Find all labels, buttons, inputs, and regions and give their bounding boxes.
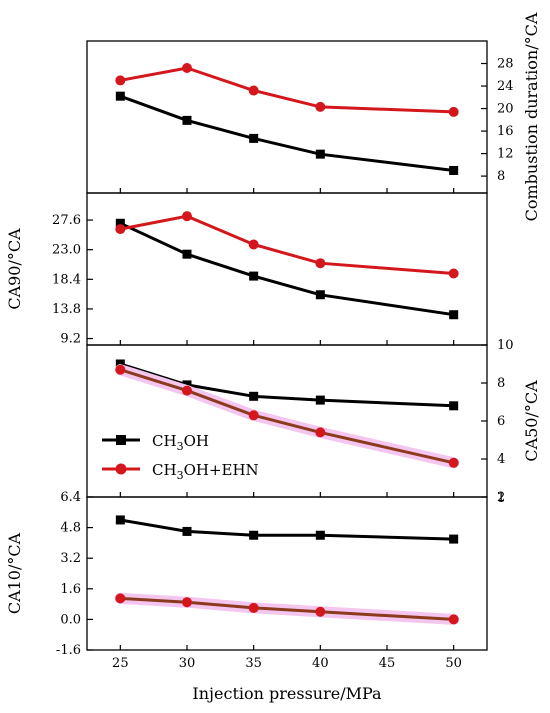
x-tick-label: 25 [112,656,129,671]
x-tick-label: 40 [312,656,329,671]
y-axis-title: CA50/°CA [522,380,541,462]
data-point [448,268,459,279]
data-point [115,224,126,235]
y-axis-title: Combustion duration/°CA [522,12,541,221]
y-axis-title: CA10/°CA [5,532,24,614]
panel-4: -1.6 0.0 1.6 3.2 4.8 6.4 1 CA10/°CA [5,490,505,658]
x-axis-title: Injection pressure/MPa [192,684,382,703]
data-point [315,530,325,540]
data-point [315,606,326,617]
right-tick-label: 1 [497,491,505,506]
legend-marker-ch3oh [116,435,126,445]
y-tick-label: 3.2 [60,551,81,566]
series-ch3oh-ehn [114,592,460,625]
y-tick-label: 12 [497,147,514,162]
data-point [182,63,192,74]
y-tick-label: 4.8 [60,521,81,536]
y-tick-label: 27.6 [52,213,81,228]
legend-label-ehn: CH3OH+EHN [152,461,259,482]
data-point [449,310,459,320]
panel-frame [86,496,488,651]
data-point [449,534,459,544]
series-ch3oh-ehn [115,211,459,279]
y-tick-label: 18.4 [52,272,81,287]
panel-2: 9.2 13.8 18.4 23.0 27.6 CA90/°CA [5,192,488,347]
y-tick-label: 23.0 [52,243,81,258]
legend-label-ch3oh: CH3OH [152,432,209,453]
data-point [249,133,259,143]
data-point [449,401,459,411]
data-point [115,364,126,375]
x-tick-label: 50 [445,656,462,671]
data-point [249,530,259,540]
y-tick-label: 28 [497,57,514,72]
data-point [115,218,125,228]
y-tick-label: 6.4 [60,490,81,505]
series-line [119,94,454,172]
data-point [182,115,192,125]
data-point [115,91,125,101]
y-tick-label: 0.0 [60,612,81,627]
series-ch3oh-ehn [114,364,460,469]
data-point [182,597,192,608]
data-point [249,391,259,401]
panel-frame [86,40,488,194]
x-tick-label: 30 [179,656,196,671]
y-tick-label: 10 [497,338,514,353]
data-point [315,427,326,438]
data-point [248,239,259,250]
data-point [115,515,125,525]
y-tick-label: 8 [497,169,505,184]
x-tick-label: 45 [379,656,396,671]
data-point [182,249,192,259]
data-point [315,101,326,112]
data-point [449,165,459,175]
data-point [248,410,259,421]
legend: CH3OH CH3OH+EHN [102,432,259,482]
series-ch3oh [115,515,459,544]
y-tick-label: 4 [497,452,505,467]
panel-1: 8 12 16 20 24 28 Combustion duration/°CA [86,12,541,221]
data-point [115,593,126,604]
data-point [315,258,326,269]
data-point [315,290,325,300]
data-point [182,211,192,222]
data-point [315,395,325,405]
data-point [448,614,459,625]
y-tick-label: -1.6 [56,643,81,658]
data-point [182,526,192,536]
y-axis-title: CA90/°CA [5,228,24,310]
data-point [248,85,259,96]
x-axis: 25 30 35 40 45 50 [112,656,462,671]
data-point [115,75,126,86]
panel-frame [86,192,488,346]
panel-3: 2 4 6 8 10 CA50/°CA [86,338,541,505]
y-tick-label: 20 [497,102,514,117]
y-tick-label: 13.8 [52,302,81,317]
series-ch3oh [115,91,459,175]
series-ch3oh-ehn [115,63,459,117]
data-point [315,149,325,159]
data-point [248,602,259,613]
y-tick-label: 1.6 [60,582,81,597]
data-point [448,457,459,468]
data-point [182,385,192,396]
series-line [120,518,454,541]
y-tick-label: 24 [497,79,514,94]
series-line [120,66,454,114]
y-tick-label: 16 [497,124,514,139]
legend-marker-ehn [115,463,127,475]
data-point [249,271,259,281]
series-ch3oh [115,218,459,320]
y-tick-label: 2 [497,490,505,505]
data-point [448,106,459,117]
data-point [115,359,125,369]
y-tick-label: 6 [497,414,505,429]
y-tick-label: 9.2 [60,332,81,347]
x-tick-label: 35 [245,656,262,671]
y-tick-label: 8 [497,376,505,391]
series-line [120,596,454,621]
